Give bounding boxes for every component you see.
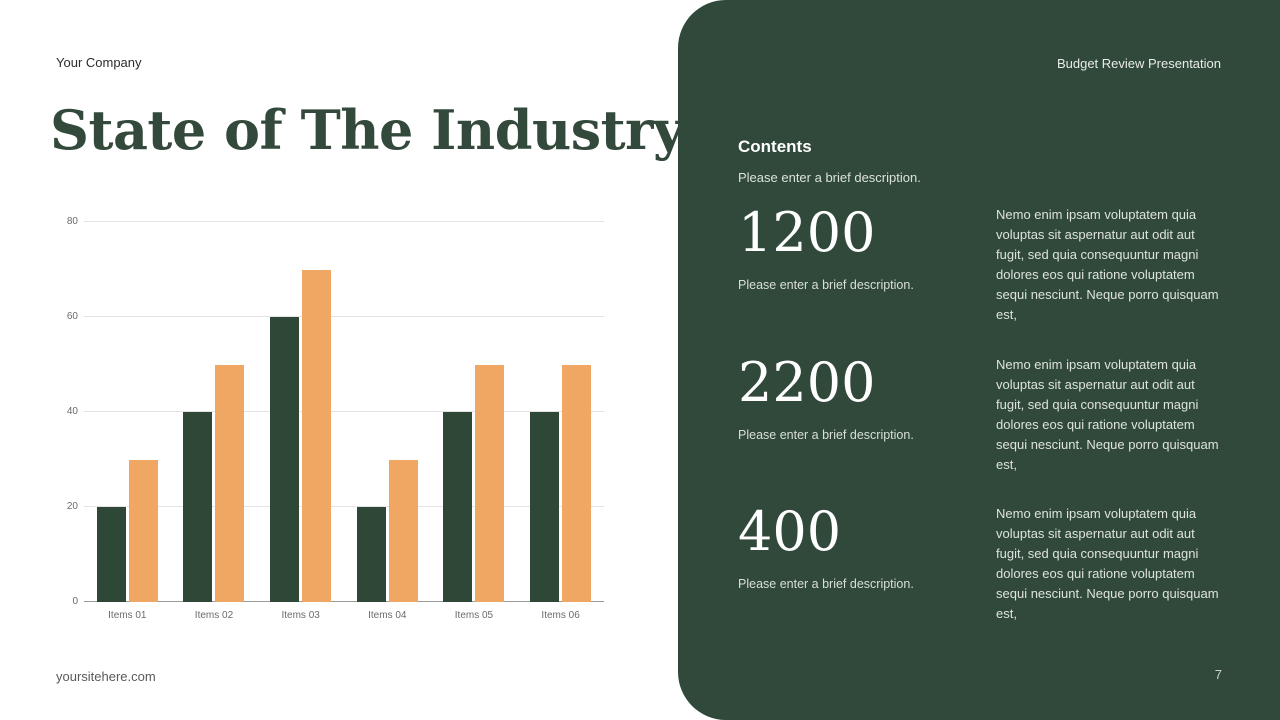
stat-row: 2200 Please enter a brief description. N… (738, 350, 1222, 472)
chart-bar-orange (302, 269, 332, 602)
chart-gridline (84, 316, 604, 317)
chart-y-tick-label: 0 (72, 596, 78, 607)
slide-title: State of The Industry (50, 98, 684, 162)
stat-description: Nemo enim ipsam voluptatem quia voluptas… (996, 207, 1219, 322)
page-number: 7 (1214, 667, 1222, 682)
chart-category-label: Items 05 (454, 610, 494, 621)
stat-value: 1200 (738, 201, 876, 264)
footer-url: yoursitehere.com (56, 669, 156, 684)
chart-y-tick-label: 60 (66, 311, 78, 322)
chart-gridline (84, 411, 604, 412)
chart-groups: Items 01 Items 02 Items 03 Items 04 Items 05… (84, 222, 604, 621)
chart-y-tick-label: 20 (66, 501, 78, 512)
chart-bar-group: Items 03 (270, 222, 332, 621)
chart-bar-dark-green (443, 412, 473, 602)
chart-bar-orange (475, 364, 505, 602)
chart-gridline (84, 601, 604, 602)
chart-bar-orange (215, 364, 245, 602)
chart-bar-dark-green (183, 412, 213, 602)
contents-title: Contents (738, 137, 812, 156)
chart-plot: Items 01 Items 02 Items 03 Items 04 Items 05… (84, 221, 604, 621)
chart-y-tick-label: 40 (66, 406, 78, 417)
stat-row: 400 Please enter a brief description. Ne… (738, 499, 1222, 621)
chart-bar-dark-green (356, 507, 386, 602)
chart-category-label: Items 06 (541, 610, 580, 621)
chart-bar-dark-green (530, 412, 560, 602)
chart-bar-group: Items 02 (183, 222, 245, 621)
chart-category-label: Items 01 (108, 610, 147, 621)
chart-gridline (84, 506, 604, 507)
chart-bar-dark-green (96, 507, 126, 602)
chart-bar-group: Items 05 (443, 222, 505, 621)
stat-value: 400 (738, 500, 842, 563)
contents-panel: Budget Review Presentation Contents Plea… (678, 0, 1280, 720)
stat-description: Nemo enim ipsam voluptatem quia voluptas… (996, 357, 1219, 472)
company-label: Your Company (56, 55, 142, 70)
chart-bar-group: Items 04 (356, 222, 418, 621)
chart-bar-group: Items 01 (96, 222, 158, 621)
stat-description: Nemo enim ipsam voluptatem quia voluptas… (996, 506, 1219, 621)
chart-category-label: Items 04 (368, 610, 407, 621)
chart-category-label: Items 03 (281, 610, 320, 621)
stat-caption: Please enter a brief description. (738, 577, 914, 591)
chart-y-axis: 0 20 40 60 80 (58, 216, 80, 607)
chart-category-label: Items 02 (194, 610, 234, 621)
chart-bar-orange (562, 364, 592, 602)
chart-y-tick-label: 80 (66, 216, 78, 227)
stat-row: 1200 Please enter a brief description. N… (738, 200, 1222, 322)
stat-caption: Please enter a brief description. (738, 428, 914, 442)
chart-gridline (84, 221, 604, 222)
bar-chart: 0 20 40 60 80 Items 01 Items 02 Items 03 Items … (58, 216, 606, 628)
presentation-name-label: Budget Review Presentation (1056, 56, 1221, 71)
chart-bar-group: Items 06 (530, 222, 592, 621)
stat-value: 2200 (738, 351, 876, 414)
contents-subtitle: Please enter a brief description. (738, 170, 921, 185)
chart-bar-dark-green (270, 317, 300, 602)
chart-bar-orange (388, 459, 418, 602)
chart-bar-orange (128, 459, 158, 602)
stat-caption: Please enter a brief description. (738, 278, 914, 292)
